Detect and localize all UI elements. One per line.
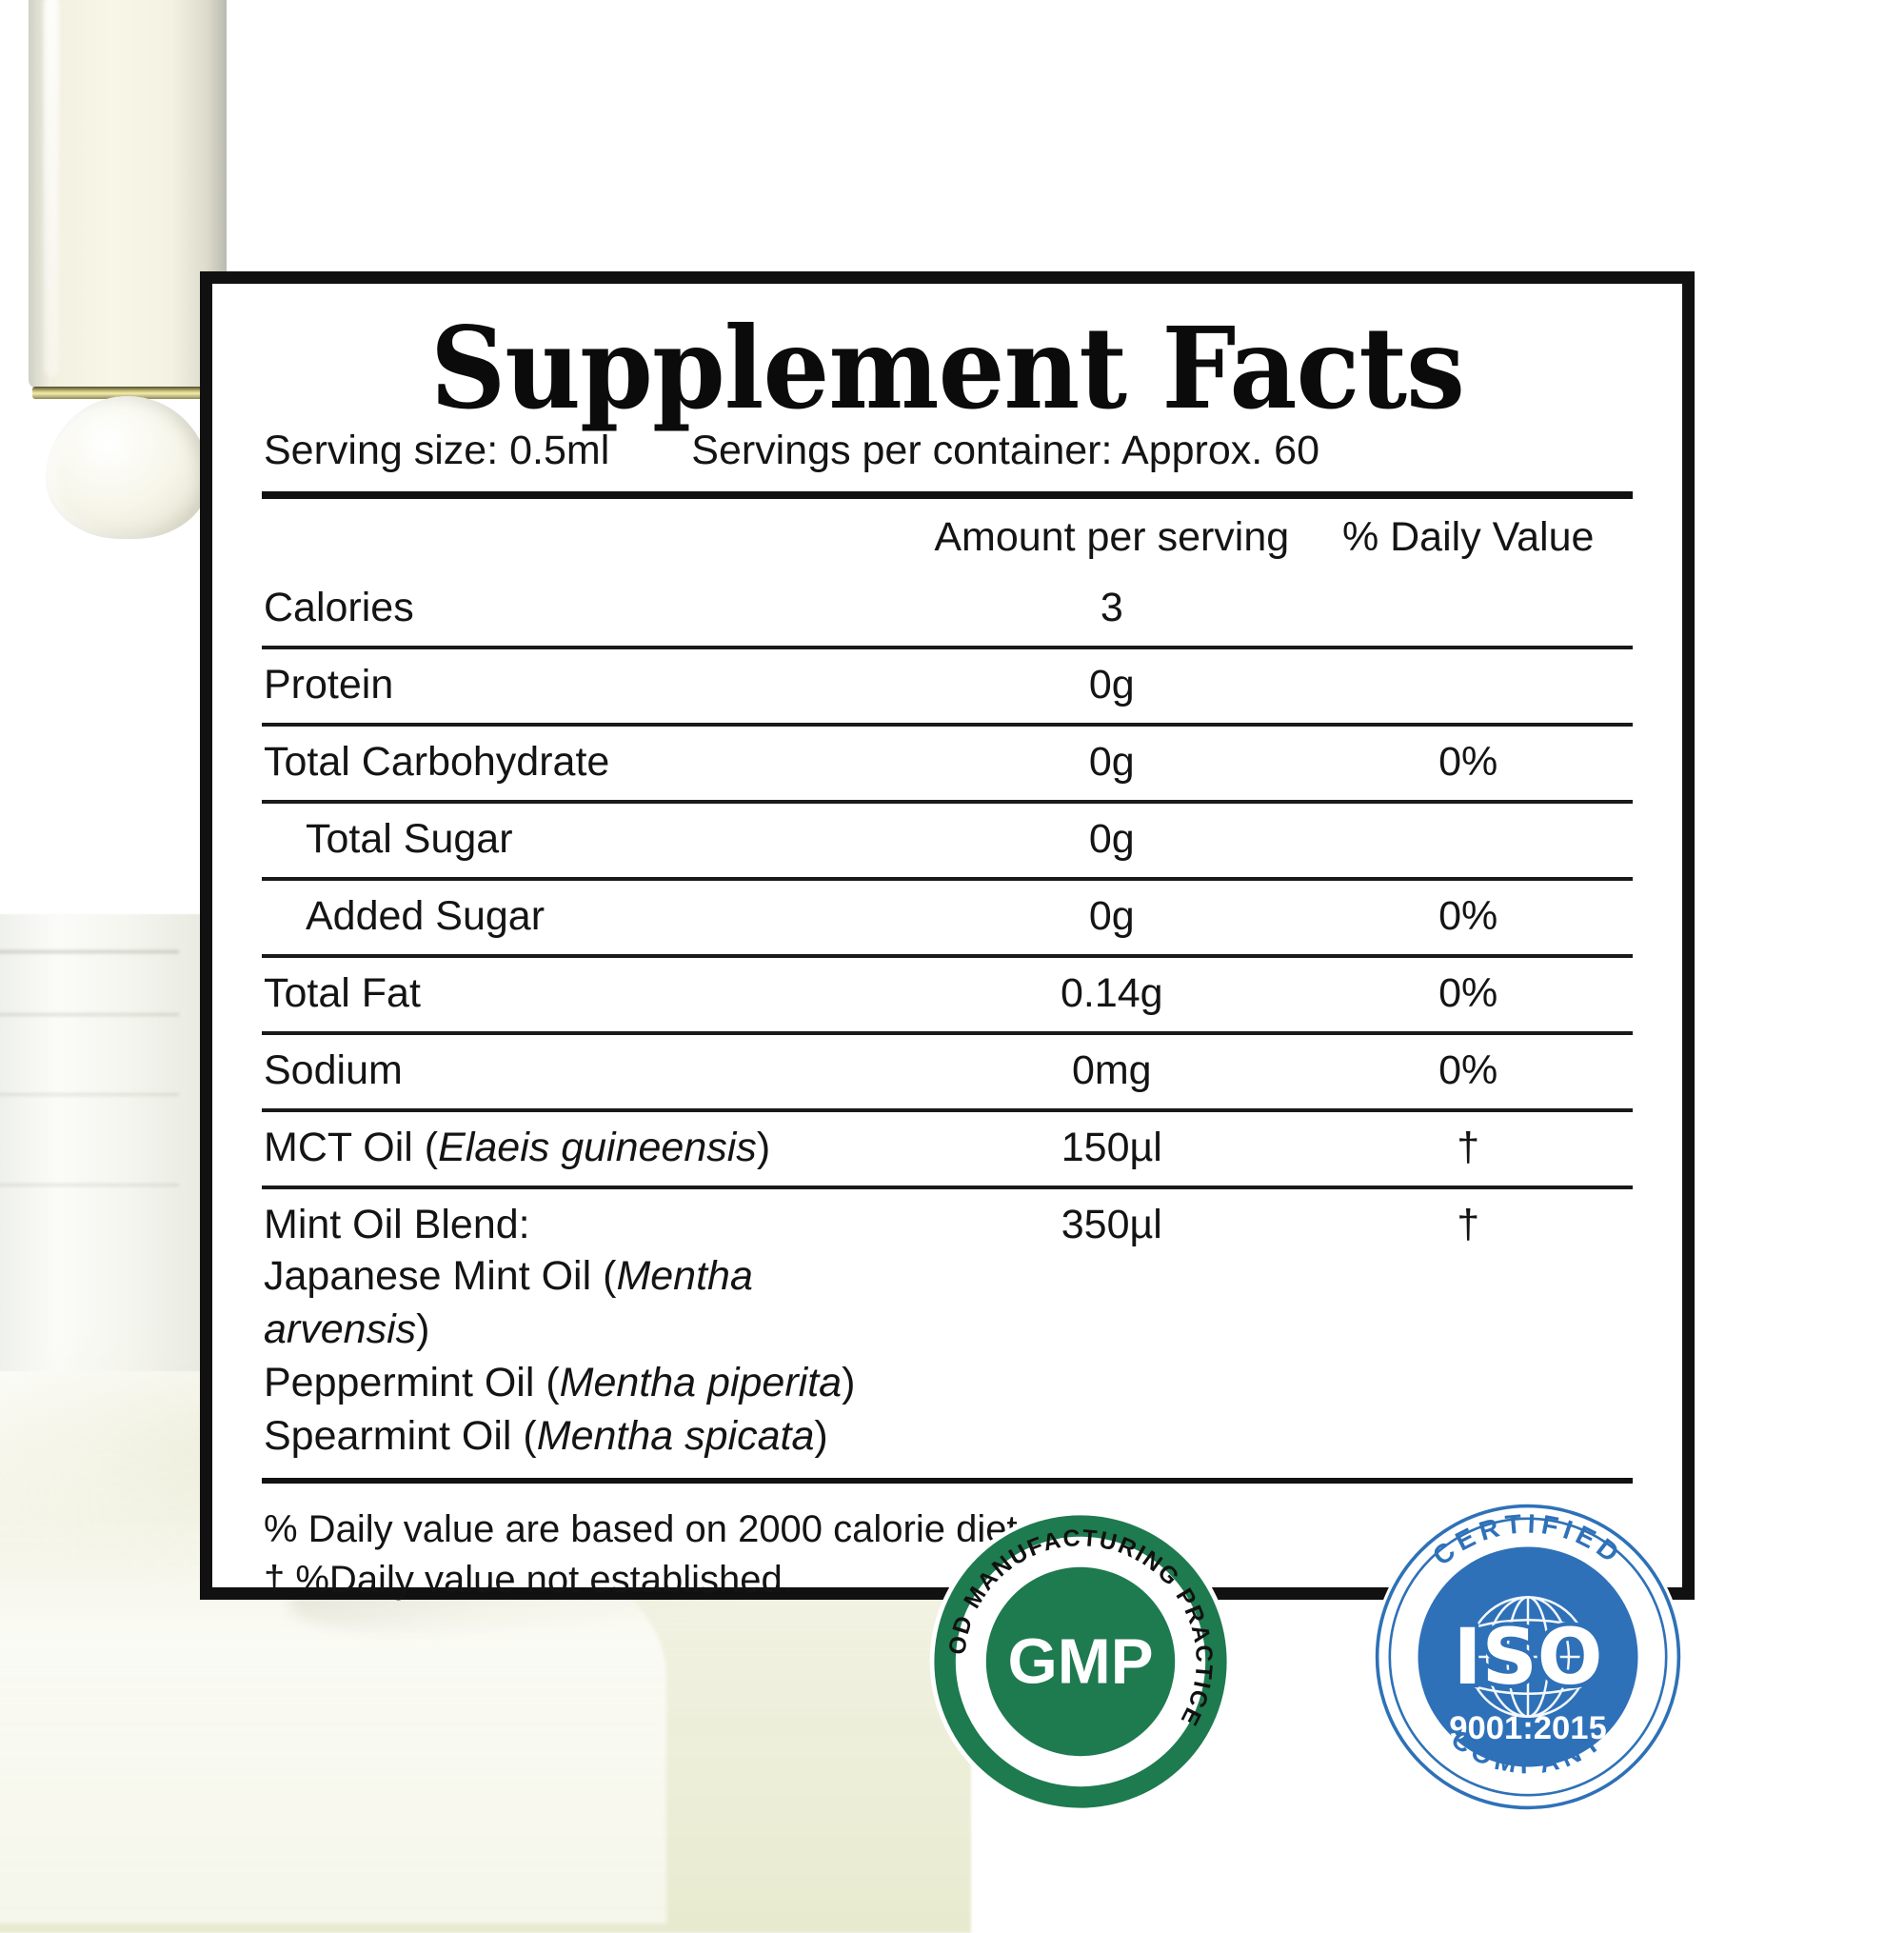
page-title: Supplement Facts <box>429 302 1465 434</box>
blend-heading: Mint Oil Blend: <box>264 1202 530 1248</box>
footnote-dagger: † %Daily value not established. <box>264 1558 793 1601</box>
table-row: Added Sugar 0g 0% <box>262 879 1633 959</box>
header-daily-value: % Daily Value <box>1341 514 1595 561</box>
footnote-daily-value: % Daily value are based on 2000 calorie … <box>264 1507 1028 1550</box>
row-daily-value <box>1303 802 1633 882</box>
blend-ingredient-list: Japanese Mint Oil (Mentha arvensis) Peppe… <box>264 1248 920 1464</box>
row-daily-value <box>1303 648 1633 727</box>
row-name: Total Carbohydrate <box>262 725 921 805</box>
row-amount: 350µl <box>1061 1202 1162 1248</box>
header-nutrient <box>262 499 920 572</box>
iso-standard-text: 9001:2015 <box>1449 1710 1607 1746</box>
serving-info: Serving size: 0.5ml Servings per contain… <box>264 428 1633 474</box>
pipette-highlight <box>44 0 59 377</box>
list-item: Japanese Mint Oil (Mentha arvensis) <box>264 1253 753 1353</box>
row-name: Total Fat <box>262 956 921 1036</box>
gmp-badge-icon: GOOD MANUFACTURING PRACTICE GMP <box>928 1509 1232 1813</box>
row-amount: 0mg <box>920 1033 1304 1113</box>
row-name: Mint Oil Blend: Japanese Mint Oil (Mentha… <box>262 1187 920 1478</box>
header-amount: Amount per serving <box>934 514 1290 561</box>
row-amount: 0.14g <box>920 956 1304 1036</box>
globe-icon <box>1467 1596 1589 1718</box>
iso-badge-icon: ISO 9001:2015 CERTIFIED COMPANY <box>1372 1501 1684 1813</box>
table-row: Total Fat 0.14g 0% <box>262 956 1633 1036</box>
row-daily-value: 0% <box>1303 725 1633 805</box>
row-name: Calories <box>262 572 921 650</box>
table-row: Sodium 0mg 0% <box>262 1033 1633 1113</box>
divider-bottom <box>262 1477 1633 1484</box>
table-row: Total Sugar 0g <box>262 802 1633 882</box>
row-name: Sodium <box>262 1033 921 1113</box>
supplement-facts-panel: Supplement Facts Serving size: 0.5ml Ser… <box>200 271 1695 1601</box>
table-row: Total Carbohydrate 0g 0% <box>262 725 1633 805</box>
divider-top <box>262 491 1633 500</box>
gmp-certification-badge: GOOD MANUFACTURING PRACTICE GMP <box>928 1509 1233 1814</box>
pipette-ring <box>32 387 223 399</box>
iso-certification-badge: ISO 9001:2015 CERTIFIED COMPANY <box>1371 1497 1685 1817</box>
row-daily-value: 0% <box>1303 956 1633 1036</box>
row-amount: 150µl <box>920 1110 1304 1190</box>
footnotes: % Daily value are based on 2000 calorie … <box>262 1484 1633 1605</box>
list-item: Spearmint Oil (Mentha spicata) <box>264 1412 828 1459</box>
row-daily-value: † <box>1303 1110 1633 1190</box>
row-amount: 0g <box>920 802 1304 882</box>
row-amount: 3 <box>920 572 1304 650</box>
dropper-pipette-icon <box>29 0 227 617</box>
row-daily-value: 0% <box>1303 1033 1633 1113</box>
table-header-row: Amount per serving % Daily Value <box>262 499 1633 572</box>
row-name: MCT Oil (Elaeis guineensis) <box>262 1110 921 1190</box>
pipette-tube <box>29 0 227 389</box>
row-daily-value <box>1303 572 1633 650</box>
serving-size: Serving size: 0.5ml <box>264 428 610 474</box>
table-row-mint-oil-blend: Mint Oil Blend: Japanese Mint Oil (Mentha… <box>262 1187 1633 1478</box>
table-row: Protein 0g <box>262 648 1633 727</box>
row-amount: 0g <box>920 725 1304 805</box>
pipette-tip <box>78 510 177 613</box>
row-name: Total Sugar <box>262 802 921 882</box>
table-row-mct-oil: MCT Oil (Elaeis guineensis) 150µl † <box>262 1110 1633 1190</box>
row-amount: 0g <box>920 648 1304 727</box>
gmp-center-text: GMP <box>1007 1625 1153 1697</box>
row-daily-value: † <box>1457 1202 1480 1248</box>
pipette-bulb <box>46 396 209 539</box>
row-name: Protein <box>262 648 921 727</box>
table-row: Calories 3 <box>262 572 1633 650</box>
iso-center-text: ISO <box>1453 1613 1602 1703</box>
row-daily-value: 0% <box>1303 879 1633 959</box>
row-name: Added Sugar <box>262 879 921 959</box>
glass-surface <box>0 914 214 1371</box>
row-amount: 0g <box>920 879 1304 959</box>
nutrition-table: Amount per serving % Daily Value Calorie… <box>262 499 1633 1478</box>
list-item: Peppermint Oil (Mentha piperita) <box>264 1360 856 1406</box>
servings-per-container: Servings per container: Approx. 60 <box>691 428 1319 474</box>
